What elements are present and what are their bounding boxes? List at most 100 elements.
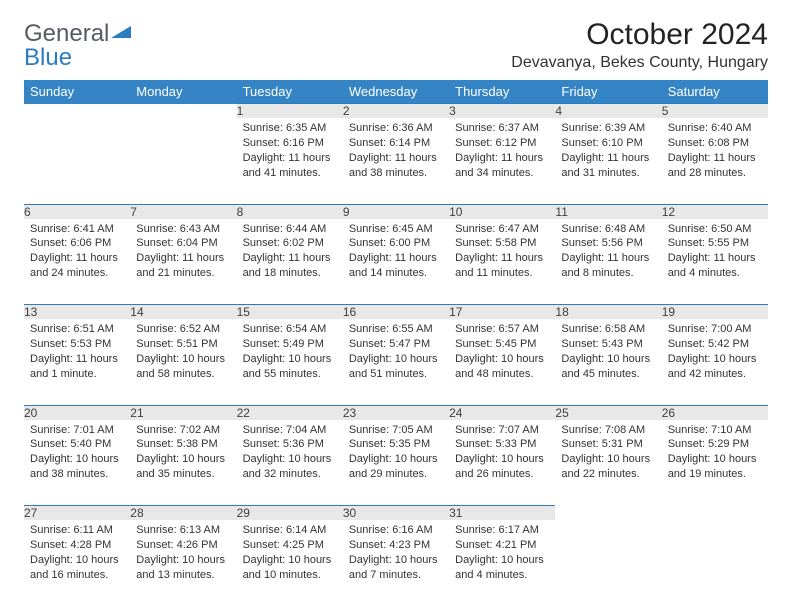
week-daynum-row: 20212223242526 — [24, 405, 768, 420]
day-number: 31 — [449, 506, 555, 521]
daylight-line: Daylight: 10 hours and 16 minutes. — [30, 553, 124, 583]
location: Devavanya, Bekes County, Hungary — [511, 54, 768, 72]
day-cell: Sunrise: 6:13 AMSunset: 4:26 PMDaylight:… — [130, 520, 236, 606]
day-number — [130, 104, 236, 119]
day-number: 8 — [237, 204, 343, 219]
logo-text-2: Blue — [24, 44, 72, 71]
sunrise-line: Sunrise: 7:08 AM — [561, 423, 655, 438]
daylight-line: Daylight: 10 hours and 38 minutes. — [30, 452, 124, 482]
day-cell: Sunrise: 6:50 AMSunset: 5:55 PMDaylight:… — [662, 219, 768, 305]
day-number: 26 — [662, 405, 768, 420]
day-number: 24 — [449, 405, 555, 420]
sunrise-line: Sunrise: 6:11 AM — [30, 523, 124, 538]
day-cell: Sunrise: 6:37 AMSunset: 6:12 PMDaylight:… — [449, 118, 555, 204]
weekday-header: Tuesday — [237, 80, 343, 104]
weekday-header: Wednesday — [343, 80, 449, 104]
daylight-line: Daylight: 10 hours and 4 minutes. — [455, 553, 549, 583]
sunrise-line: Sunrise: 6:35 AM — [243, 121, 337, 136]
day-cell: Sunrise: 6:11 AMSunset: 4:28 PMDaylight:… — [24, 520, 130, 606]
day-text: Sunrise: 7:08 AMSunset: 5:31 PMDaylight:… — [555, 420, 661, 488]
day-number: 18 — [555, 305, 661, 320]
day-text: Sunrise: 7:07 AMSunset: 5:33 PMDaylight:… — [449, 420, 555, 488]
day-number: 29 — [237, 506, 343, 521]
week-daynum-row: 12345 — [24, 104, 768, 119]
sunrise-line: Sunrise: 7:05 AM — [349, 423, 443, 438]
day-text: Sunrise: 6:37 AMSunset: 6:12 PMDaylight:… — [449, 118, 555, 186]
week-daynum-row: 2728293031 — [24, 506, 768, 521]
day-number: 3 — [449, 104, 555, 119]
day-number: 11 — [555, 204, 661, 219]
day-cell: Sunrise: 6:45 AMSunset: 6:00 PMDaylight:… — [343, 219, 449, 305]
day-cell — [662, 520, 768, 606]
sunset-line: Sunset: 4:21 PM — [455, 538, 549, 553]
day-text: Sunrise: 6:14 AMSunset: 4:25 PMDaylight:… — [237, 520, 343, 588]
day-cell: Sunrise: 6:43 AMSunset: 6:04 PMDaylight:… — [130, 219, 236, 305]
sunrise-line: Sunrise: 6:55 AM — [349, 322, 443, 337]
day-number: 2 — [343, 104, 449, 119]
daylight-line: Daylight: 11 hours and 8 minutes. — [561, 251, 655, 281]
day-text: Sunrise: 6:45 AMSunset: 6:00 PMDaylight:… — [343, 219, 449, 287]
day-number — [662, 506, 768, 521]
sunrise-line: Sunrise: 7:00 AM — [668, 322, 762, 337]
sunrise-line: Sunrise: 6:44 AM — [243, 222, 337, 237]
week-daynum-row: 13141516171819 — [24, 305, 768, 320]
month-title: October 2024 — [511, 18, 768, 52]
daylight-line: Daylight: 10 hours and 13 minutes. — [136, 553, 230, 583]
day-text — [662, 520, 768, 529]
sunset-line: Sunset: 5:33 PM — [455, 437, 549, 452]
sunset-line: Sunset: 5:42 PM — [668, 337, 762, 352]
day-cell — [555, 520, 661, 606]
sunrise-line: Sunrise: 6:41 AM — [30, 222, 124, 237]
day-cell: Sunrise: 6:14 AMSunset: 4:25 PMDaylight:… — [237, 520, 343, 606]
day-text: Sunrise: 6:16 AMSunset: 4:23 PMDaylight:… — [343, 520, 449, 588]
day-text: Sunrise: 6:50 AMSunset: 5:55 PMDaylight:… — [662, 219, 768, 287]
day-number: 25 — [555, 405, 661, 420]
weekday-header: Monday — [130, 80, 236, 104]
daylight-line: Daylight: 11 hours and 41 minutes. — [243, 151, 337, 181]
sunset-line: Sunset: 4:28 PM — [30, 538, 124, 553]
day-cell: Sunrise: 7:02 AMSunset: 5:38 PMDaylight:… — [130, 420, 236, 506]
logo-triangle-icon — [111, 22, 131, 43]
day-number: 30 — [343, 506, 449, 521]
day-text: Sunrise: 7:04 AMSunset: 5:36 PMDaylight:… — [237, 420, 343, 488]
day-text: Sunrise: 6:40 AMSunset: 6:08 PMDaylight:… — [662, 118, 768, 186]
sunset-line: Sunset: 5:51 PM — [136, 337, 230, 352]
sunset-line: Sunset: 4:23 PM — [349, 538, 443, 553]
daylight-line: Daylight: 10 hours and 32 minutes. — [243, 452, 337, 482]
sunset-line: Sunset: 6:16 PM — [243, 136, 337, 151]
sunset-line: Sunset: 5:29 PM — [668, 437, 762, 452]
day-number: 10 — [449, 204, 555, 219]
day-cell: Sunrise: 7:10 AMSunset: 5:29 PMDaylight:… — [662, 420, 768, 506]
sunrise-line: Sunrise: 6:17 AM — [455, 523, 549, 538]
logo: General Blue — [24, 22, 131, 70]
daylight-line: Daylight: 11 hours and 21 minutes. — [136, 251, 230, 281]
daylight-line: Daylight: 11 hours and 11 minutes. — [455, 251, 549, 281]
weekday-header: Thursday — [449, 80, 555, 104]
daylight-line: Daylight: 10 hours and 48 minutes. — [455, 352, 549, 382]
week-content-row: Sunrise: 6:51 AMSunset: 5:53 PMDaylight:… — [24, 319, 768, 405]
daylight-line: Daylight: 10 hours and 26 minutes. — [455, 452, 549, 482]
logo-text-1: General — [24, 20, 109, 47]
day-cell: Sunrise: 6:35 AMSunset: 6:16 PMDaylight:… — [237, 118, 343, 204]
daylight-line: Daylight: 11 hours and 1 minute. — [30, 352, 124, 382]
sunrise-line: Sunrise: 6:40 AM — [668, 121, 762, 136]
daylight-line: Daylight: 10 hours and 42 minutes. — [668, 352, 762, 382]
sunrise-line: Sunrise: 7:07 AM — [455, 423, 549, 438]
daylight-line: Daylight: 10 hours and 55 minutes. — [243, 352, 337, 382]
day-text: Sunrise: 6:43 AMSunset: 6:04 PMDaylight:… — [130, 219, 236, 287]
day-number: 1 — [237, 104, 343, 119]
sunset-line: Sunset: 5:38 PM — [136, 437, 230, 452]
daylight-line: Daylight: 10 hours and 7 minutes. — [349, 553, 443, 583]
sunset-line: Sunset: 4:25 PM — [243, 538, 337, 553]
sunrise-line: Sunrise: 6:50 AM — [668, 222, 762, 237]
week-content-row: Sunrise: 7:01 AMSunset: 5:40 PMDaylight:… — [24, 420, 768, 506]
daylight-line: Daylight: 10 hours and 29 minutes. — [349, 452, 443, 482]
day-cell: Sunrise: 6:51 AMSunset: 5:53 PMDaylight:… — [24, 319, 130, 405]
sunrise-line: Sunrise: 6:16 AM — [349, 523, 443, 538]
week-daynum-row: 6789101112 — [24, 204, 768, 219]
day-text: Sunrise: 6:52 AMSunset: 5:51 PMDaylight:… — [130, 319, 236, 387]
sunrise-line: Sunrise: 6:47 AM — [455, 222, 549, 237]
sunset-line: Sunset: 5:49 PM — [243, 337, 337, 352]
day-cell: Sunrise: 6:52 AMSunset: 5:51 PMDaylight:… — [130, 319, 236, 405]
daylight-line: Daylight: 10 hours and 58 minutes. — [136, 352, 230, 382]
